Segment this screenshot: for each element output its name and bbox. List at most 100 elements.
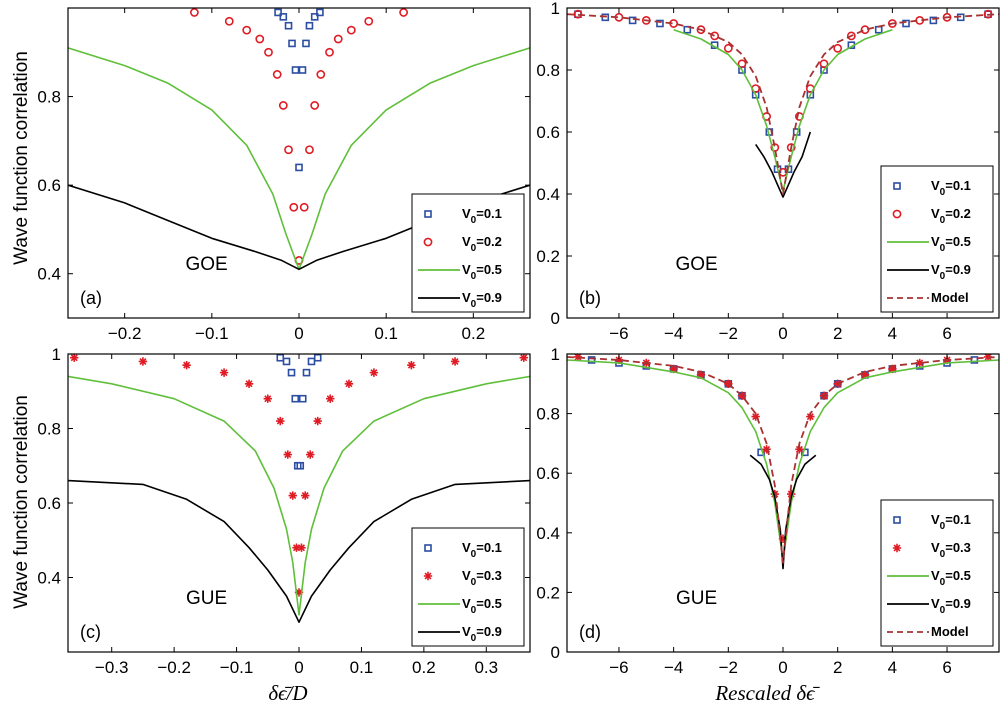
plot-area — [567, 354, 999, 570]
x-tick-label: 4 — [888, 324, 897, 343]
data-point — [310, 101, 320, 110]
data-point — [287, 368, 296, 377]
data-point — [795, 445, 804, 454]
legend-entry: V0=0.9 — [931, 596, 971, 616]
x-tick-label: 4 — [888, 658, 897, 677]
x-tick-label: −0.2 — [157, 658, 191, 677]
legend-entry: V0=0.1 — [931, 512, 971, 532]
series-line — [749, 454, 817, 570]
panel-b: −6 −4 −2 0 2 4 600.20.40.60.81(b)GOEV0=0.1V0=0… — [536, 0, 1000, 343]
legend-box — [880, 499, 994, 647]
data-point — [219, 368, 229, 377]
data-point — [846, 31, 856, 41]
panel-label: (b) — [579, 288, 601, 308]
data-point — [307, 357, 316, 366]
y-tick-label: 0.4 — [37, 569, 61, 588]
series-Model — [567, 13, 999, 195]
data-point — [291, 66, 300, 74]
y-tick-label: 0.6 — [536, 123, 560, 142]
y-tick-label: 0.8 — [37, 88, 61, 107]
data-point — [288, 491, 297, 500]
panel-label: (c) — [80, 622, 101, 642]
data-point — [313, 416, 322, 426]
data-point — [224, 16, 234, 26]
x-tick-label: −0.2 — [108, 324, 142, 343]
legend-entry: V0=0.2 — [462, 234, 502, 254]
x-tick-label: −0.1 — [195, 324, 229, 343]
data-point — [279, 13, 288, 21]
data-point — [313, 354, 322, 362]
data-point — [696, 25, 706, 35]
series-line — [567, 13, 999, 195]
panel-d: −6 −4 −2 0 2 4 600.20.40.60.81(d)GUEV0=0.1V0=0… — [536, 345, 1000, 677]
series-V0=0.9 — [755, 131, 812, 198]
legend-entry: V0=0.2 — [931, 206, 971, 226]
legend-entry: V0=0.1 — [462, 540, 502, 560]
data-point — [369, 368, 379, 377]
series-V0=0.3 — [70, 354, 528, 597]
series-V0=0.5 — [673, 28, 893, 192]
data-point — [288, 39, 296, 48]
ensemble-label: GUE — [186, 588, 227, 609]
x-tick-label: 0 — [778, 658, 787, 677]
data-point — [710, 31, 720, 41]
data-point — [301, 491, 310, 500]
panel-label: (d) — [579, 622, 601, 642]
data-point — [669, 364, 678, 374]
legend-swatch — [423, 237, 433, 247]
data-point — [614, 355, 624, 365]
x-tick-label: 0 — [294, 324, 303, 343]
data-point — [587, 356, 596, 364]
data-point — [929, 16, 938, 25]
data-point — [263, 394, 272, 403]
legend-swatch — [424, 544, 432, 552]
data-point — [364, 16, 374, 26]
data-point — [298, 394, 307, 403]
x-tick-label: 0.2 — [462, 324, 486, 343]
legend-entry: V0=0.9 — [462, 624, 502, 644]
series-line — [567, 356, 999, 564]
data-point — [316, 8, 324, 17]
data-point — [806, 412, 815, 421]
x-axis-label-right: Rescaled δϵ̄ — [714, 681, 820, 705]
series-V0=0.9 — [68, 479, 530, 624]
x-tick-label: −0.1 — [220, 658, 254, 677]
legend: V0=0.1 V0=0.3 V0=0.5 V0=0.9 — [411, 527, 525, 647]
data-point — [272, 70, 282, 79]
legend-entry: V0=0.1 — [931, 178, 971, 198]
data-point — [573, 354, 583, 362]
data-point — [519, 354, 528, 362]
x-tick-label: 6 — [942, 658, 951, 677]
data-point — [138, 357, 148, 366]
ensemble-label: GOE — [185, 254, 227, 275]
y-tick-label: 0 — [551, 309, 560, 328]
legend-entry: V0=0.9 — [462, 290, 502, 310]
data-point — [182, 360, 191, 370]
data-point — [276, 354, 285, 362]
data-point — [294, 588, 304, 597]
legend: V0=0.1 V0=0.2 V0=0.5 V0=0.9 — [411, 193, 525, 313]
panel-a: −0.2 −0.1 0 0.1 0.20.40.60.8(a)GOEV0=0.1V0=0… — [37, 7, 531, 343]
legend-swatch — [893, 516, 901, 524]
y-tick-label: 0 — [551, 643, 560, 662]
y-tick-label: 0.4 — [536, 524, 560, 543]
panel-c: −0.3 −0.2 −0.1 0 0.1 0.2 0.3 0.4 0.6 0.8 1 (c) GUE V0… — [37, 345, 531, 677]
x-tick-label: −2 — [719, 658, 738, 677]
data-point — [723, 43, 733, 53]
data-point — [298, 66, 307, 74]
x-tick-label: −4 — [664, 658, 683, 677]
legend-entry: V0=0.5 — [462, 262, 502, 282]
data-point — [628, 16, 637, 25]
data-point — [724, 379, 733, 388]
data-point — [874, 25, 883, 34]
series-V0=0.2 — [573, 9, 993, 177]
x-tick-label: −6 — [609, 658, 628, 677]
data-point — [255, 34, 265, 44]
series-line — [68, 375, 530, 616]
data-point — [305, 145, 314, 155]
plot-area — [68, 8, 530, 271]
x-tick-label: 0 — [294, 658, 303, 677]
data-point — [450, 357, 460, 366]
x-tick-label: 0.3 — [474, 658, 498, 677]
y-axis-label-top: Wave function correlation — [11, 51, 32, 265]
